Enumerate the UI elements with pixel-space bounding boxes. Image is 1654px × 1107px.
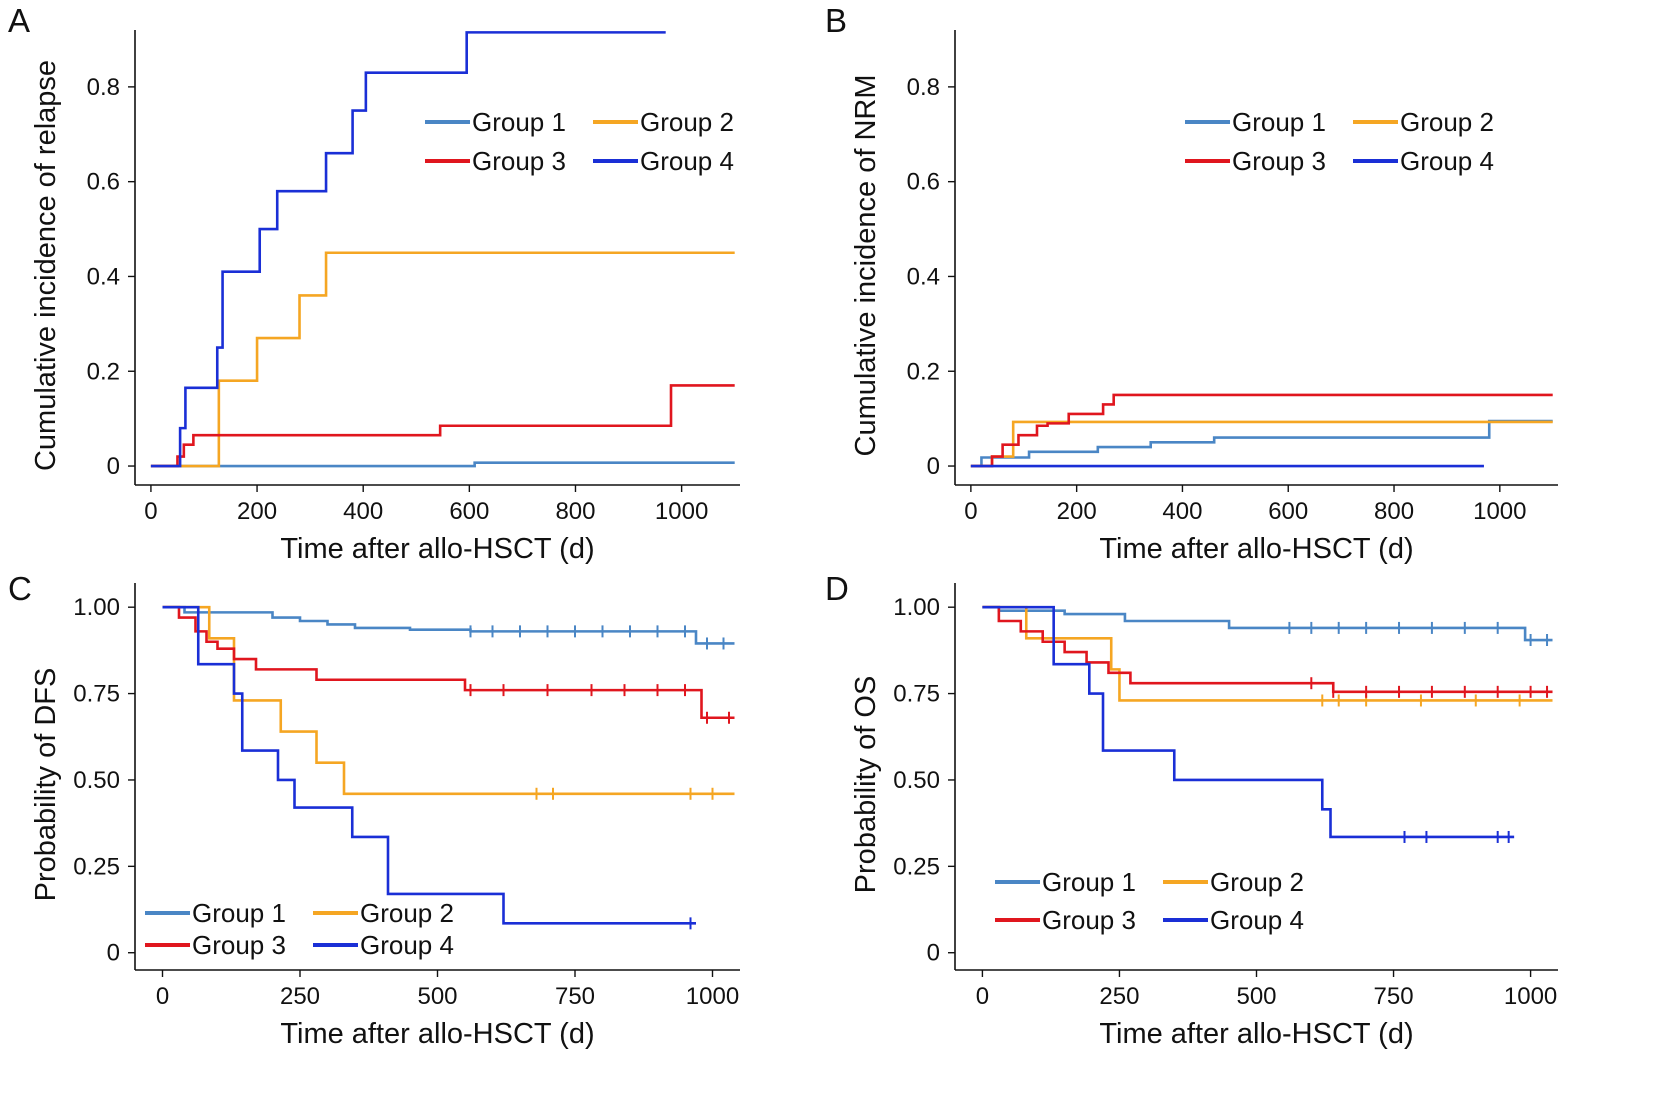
legend-label: Group 4 bbox=[1400, 146, 1494, 176]
x-tick-label: 500 bbox=[417, 983, 457, 1010]
y-tick-label: 0.4 bbox=[907, 263, 940, 290]
y-tick-label: 0.6 bbox=[907, 169, 940, 196]
series-line-group-1 bbox=[150, 461, 735, 468]
x-axis-title: Time after allo-HSCT (d) bbox=[1099, 1018, 1413, 1050]
series-line-group-4 bbox=[982, 605, 1515, 839]
x-tick-label: 1000 bbox=[686, 983, 739, 1010]
x-tick-label: 1000 bbox=[1504, 983, 1557, 1010]
y-tick-label: 0.75 bbox=[893, 681, 940, 708]
y-axis-title: Cumulative incidence of NRM bbox=[850, 75, 882, 457]
panel-label: A bbox=[8, 2, 30, 39]
series-line-group-4 bbox=[162, 605, 696, 925]
y-tick-label: 0.25 bbox=[893, 853, 940, 880]
x-tick-label: 600 bbox=[449, 498, 489, 525]
x-tick-label: 500 bbox=[1236, 983, 1276, 1010]
x-tick-label: 200 bbox=[237, 498, 277, 525]
x-axis-title: Time after allo-HSCT (d) bbox=[280, 533, 594, 565]
legend: Group 1 Group 2 Group 3 Group 4 bbox=[995, 867, 1304, 935]
x-tick-label: 200 bbox=[1057, 498, 1097, 525]
x-tick-label: 250 bbox=[280, 983, 320, 1010]
legend-label: Group 4 bbox=[360, 930, 454, 960]
y-axis-title: Probability of DFS bbox=[30, 668, 62, 902]
series-line-group-3 bbox=[970, 393, 1553, 468]
legend-label: Group 3 bbox=[472, 146, 566, 176]
y-axis-title: Probability of OS bbox=[850, 676, 882, 894]
y-tick-label: 0.50 bbox=[73, 767, 120, 794]
legend-label: Group 2 bbox=[1210, 867, 1304, 897]
x-tick-label: 250 bbox=[1099, 983, 1139, 1010]
series-line-group-1 bbox=[162, 605, 735, 645]
x-tick-label: 600 bbox=[1268, 498, 1308, 525]
y-tick-label: 0 bbox=[927, 940, 940, 967]
legend-label: Group 3 bbox=[192, 930, 286, 960]
x-tick-label: 1000 bbox=[655, 498, 708, 525]
series-line-group-3 bbox=[162, 605, 735, 720]
panel-a: A 0 200 400 600 800 1000 0 0.2 0.4 0.6 0.8 Time afte… bbox=[8, 2, 740, 565]
y-tick-label: 0.50 bbox=[893, 767, 940, 794]
panel-label: B bbox=[825, 2, 847, 39]
legend-label: Group 2 bbox=[1400, 107, 1494, 137]
x-axis-title: Time after allo-HSCT (d) bbox=[280, 1018, 594, 1050]
legend-label: Group 1 bbox=[1232, 107, 1326, 137]
panel-b: B 0 200 400 600 800 1000 0 0.2 0.4 0.6 0.8 Time afte… bbox=[825, 2, 1558, 565]
series-line-group-2 bbox=[162, 605, 735, 796]
x-tick-label: 750 bbox=[555, 983, 595, 1010]
x-tick-label: 800 bbox=[555, 498, 595, 525]
panel-d: D 0 250 500 750 1000 0 0.25 0.50 0.75 1.00 Time aft… bbox=[825, 570, 1558, 1050]
legend-label: Group 4 bbox=[1210, 905, 1304, 935]
x-tick-label: 0 bbox=[156, 983, 169, 1010]
series-line-group-1 bbox=[970, 419, 1553, 468]
panel-label: C bbox=[8, 570, 32, 607]
series-line-group-1 bbox=[982, 605, 1553, 642]
x-axis-title: Time after allo-HSCT (d) bbox=[1099, 533, 1413, 565]
y-axis-title: Cumulative incidence of relapse bbox=[30, 60, 62, 471]
y-tick-label: 0.6 bbox=[87, 169, 120, 196]
legend-label: Group 4 bbox=[640, 146, 734, 176]
series-line-group-2 bbox=[982, 605, 1553, 702]
y-tick-label: 0.2 bbox=[907, 358, 940, 385]
legend: Group 1 Group 2 Group 3 Group 4 bbox=[145, 898, 454, 960]
y-tick-label: 0.8 bbox=[907, 74, 940, 101]
y-tick-label: 1.00 bbox=[893, 594, 940, 621]
y-tick-label: 0 bbox=[107, 453, 120, 480]
legend-label: Group 1 bbox=[1042, 867, 1136, 897]
y-tick-label: 0 bbox=[927, 453, 940, 480]
x-tick-label: 0 bbox=[964, 498, 977, 525]
series-line-group-3 bbox=[150, 384, 735, 468]
x-tick-label: 1000 bbox=[1473, 498, 1526, 525]
panel-c: C 0 250 500 750 1000 0 0.25 0.50 0.75 1.00 Time aft… bbox=[8, 570, 740, 1050]
legend-label: Group 2 bbox=[640, 107, 734, 137]
legend-label: Group 3 bbox=[1232, 146, 1326, 176]
y-tick-label: 0.4 bbox=[87, 263, 120, 290]
y-tick-label: 0 bbox=[107, 940, 120, 967]
x-tick-label: 0 bbox=[144, 498, 157, 525]
x-tick-label: 750 bbox=[1374, 983, 1414, 1010]
series-line-group-2 bbox=[970, 420, 1553, 468]
legend: Group 1 Group 2 Group 3 Group 4 bbox=[1185, 107, 1494, 176]
panel-label: D bbox=[825, 570, 849, 607]
y-tick-label: 0.2 bbox=[87, 358, 120, 385]
legend-label: Group 1 bbox=[472, 107, 566, 137]
legend-label: Group 2 bbox=[360, 898, 454, 928]
series-line-group-2 bbox=[150, 251, 735, 468]
x-tick-label: 400 bbox=[1162, 498, 1202, 525]
x-tick-label: 400 bbox=[343, 498, 383, 525]
legend-label: Group 1 bbox=[192, 898, 286, 928]
legend-label: Group 3 bbox=[1042, 905, 1136, 935]
x-tick-label: 0 bbox=[976, 983, 989, 1010]
legend: Group 1 Group 2 Group 3 Group 4 bbox=[425, 107, 734, 176]
x-tick-label: 800 bbox=[1374, 498, 1414, 525]
y-tick-label: 0.8 bbox=[87, 74, 120, 101]
series-line-group-3 bbox=[982, 605, 1553, 694]
y-tick-label: 0.25 bbox=[73, 853, 120, 880]
y-tick-label: 0.75 bbox=[73, 681, 120, 708]
y-tick-label: 1.00 bbox=[73, 594, 120, 621]
series-line-group-4 bbox=[150, 31, 666, 468]
